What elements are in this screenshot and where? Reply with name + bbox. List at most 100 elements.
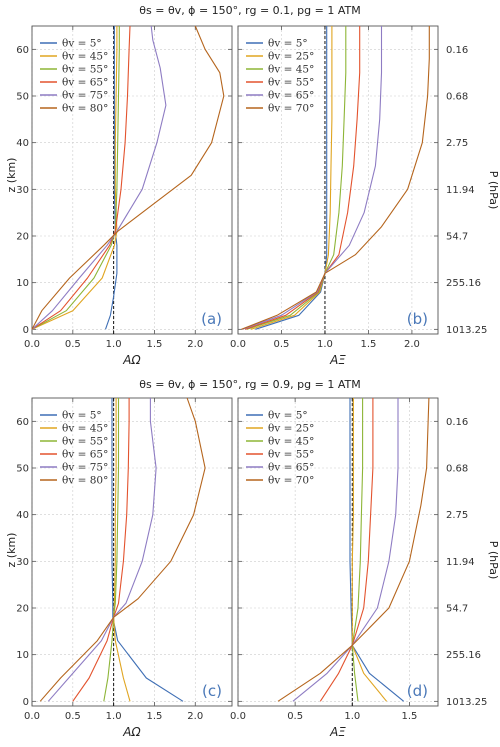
pressure-tick-label: 1013.25 bbox=[446, 325, 487, 336]
y-tick-label: 40 bbox=[16, 510, 29, 521]
series-line-1 bbox=[351, 398, 388, 702]
ylabel-right-bottom: P (hPa) bbox=[487, 541, 500, 580]
pressure-tick-label: 0.68 bbox=[446, 464, 468, 475]
legend-label: θv = 75° bbox=[62, 90, 108, 102]
x-tick-label: 0.5 bbox=[274, 339, 290, 350]
pressure-axis-bottom: 1013.25 255.16 54.7 11.94 2.75 0.68 0.16 bbox=[446, 417, 487, 708]
x-axis-label: AΩ bbox=[122, 725, 141, 739]
x-axis-label: AΞ bbox=[329, 353, 346, 367]
x-tick-label: 1.0 bbox=[317, 339, 333, 350]
pressure-tick-label: 11.94 bbox=[446, 557, 475, 568]
top-title: θs = θv, ϕ = 150°, rg = 0.1, pg = 1 ATM bbox=[139, 4, 360, 17]
x-tick-label: 2.0 bbox=[187, 711, 203, 722]
legend-label: θv = 55° bbox=[268, 77, 314, 89]
legend-label: θv = 55° bbox=[62, 64, 108, 76]
ylabel-left-bottom: z (km) bbox=[5, 533, 18, 568]
plot-frame bbox=[237, 397, 439, 707]
series-line-4 bbox=[31, 25, 167, 330]
x-tick-label: 0.0 bbox=[24, 339, 40, 350]
series-line-0 bbox=[111, 398, 184, 702]
series-line-2 bbox=[31, 26, 120, 330]
pressure-tick-label: 0.16 bbox=[446, 417, 468, 428]
series-line-5 bbox=[31, 25, 225, 330]
panel-label: (d) bbox=[407, 682, 428, 700]
legend-label: θv = 45° bbox=[62, 423, 108, 435]
x-tick-label: 0.0 bbox=[230, 711, 246, 722]
bottom-title: θs = θv, ϕ = 150°, rg = 0.9, pg = 1 ATM bbox=[139, 378, 360, 391]
legend-label: θv = 65° bbox=[62, 449, 108, 461]
y-tick-label: 30 bbox=[16, 557, 29, 568]
panel-label: (b) bbox=[407, 310, 428, 328]
series-line-3 bbox=[319, 398, 374, 702]
y-tick-label: 50 bbox=[16, 92, 29, 103]
panel-label: (c) bbox=[202, 682, 222, 700]
legend-label: θv = 75° bbox=[62, 462, 108, 474]
x-tick-label: 1.0 bbox=[106, 339, 122, 350]
pressure-tick-label: 2.75 bbox=[446, 138, 468, 149]
pressure-tick-label: 54.7 bbox=[446, 604, 468, 615]
series-line-3 bbox=[72, 398, 130, 702]
ylabel-right-top: P (hPa) bbox=[487, 171, 500, 210]
x-tick-label: 2.0 bbox=[404, 339, 420, 350]
x-tick-label: 1.0 bbox=[344, 711, 360, 722]
panel-d: 0.0 0.5 1.0 1.5θv = 5°θv = 25°θv = 45°θv = … bbox=[230, 397, 439, 739]
x-tick-label: 1.0 bbox=[106, 711, 122, 722]
legend-label: θv = 80° bbox=[62, 103, 108, 115]
plot-frame bbox=[31, 25, 233, 335]
series-line-1 bbox=[113, 398, 131, 702]
y-tick-label: 20 bbox=[16, 232, 29, 243]
ylabel-left-top: z (km) bbox=[5, 158, 18, 193]
x-tick-label: 1.5 bbox=[146, 339, 162, 350]
legend-label: θv = 70° bbox=[268, 475, 314, 487]
y-tick-label: 0 bbox=[23, 697, 29, 708]
pressure-tick-label: 255.16 bbox=[446, 278, 481, 289]
y-tick-label: 10 bbox=[16, 650, 29, 661]
y-tick-label: 40 bbox=[16, 138, 29, 149]
x-tick-label: 0.5 bbox=[65, 711, 81, 722]
y-tick-label: 20 bbox=[16, 604, 29, 615]
panel-b: 0.0 0.5 1.0 1.5 2.0θv = 5°θv = 25°θv = 45°θv… bbox=[230, 25, 439, 367]
y-tick-label: 10 bbox=[16, 278, 29, 289]
x-tick-label: 1.5 bbox=[401, 711, 417, 722]
legend-label: θv = 5° bbox=[62, 410, 102, 422]
y-tick-label: 30 bbox=[16, 185, 29, 196]
pressure-tick-label: 0.68 bbox=[446, 92, 468, 103]
pressure-axis-top: 1013.25 255.16 54.7 11.94 2.75 0.68 0.16 bbox=[446, 45, 487, 336]
legend-label: θv = 5° bbox=[62, 38, 102, 50]
series-line-0 bbox=[349, 398, 405, 702]
legend-label: θv = 45° bbox=[268, 64, 314, 76]
x-tick-label: 0.0 bbox=[230, 339, 246, 350]
series-line-3 bbox=[31, 25, 131, 330]
legend-label: θv = 80° bbox=[62, 475, 108, 487]
legend-label: θv = 65° bbox=[268, 462, 314, 474]
x-axis-label: AΞ bbox=[329, 725, 346, 739]
pressure-tick-label: 0.16 bbox=[446, 45, 468, 56]
y-tick-label: 50 bbox=[16, 464, 29, 475]
x-tick-label: 1.5 bbox=[360, 339, 376, 350]
y-tick-label: 0 bbox=[23, 325, 29, 336]
series-line-0 bbox=[255, 26, 328, 330]
panel-label: (a) bbox=[201, 310, 222, 328]
x-tick-label: 1.5 bbox=[146, 711, 162, 722]
legend-label: θv = 70° bbox=[268, 103, 314, 115]
series-line-5 bbox=[277, 397, 430, 702]
x-tick-label: 0.0 bbox=[24, 711, 40, 722]
x-axis-label: AΩ bbox=[122, 353, 141, 367]
series-line-5 bbox=[241, 26, 430, 330]
series-line-2 bbox=[351, 398, 364, 702]
pressure-tick-label: 11.94 bbox=[446, 185, 475, 196]
series-line-5 bbox=[39, 397, 206, 702]
legend-label: θv = 45° bbox=[268, 436, 314, 448]
legend-label: θv = 45° bbox=[62, 51, 108, 63]
plot-frame bbox=[237, 25, 439, 335]
y-tick-label: 60 bbox=[16, 417, 29, 428]
legend-label: θv = 5° bbox=[268, 410, 308, 422]
legend-label: θv = 55° bbox=[268, 449, 314, 461]
series-line-2 bbox=[246, 26, 347, 330]
pressure-tick-label: 2.75 bbox=[446, 510, 468, 521]
legend-label: θv = 25° bbox=[268, 423, 314, 435]
series-line-1 bbox=[250, 26, 333, 330]
series-line-4 bbox=[292, 398, 399, 702]
